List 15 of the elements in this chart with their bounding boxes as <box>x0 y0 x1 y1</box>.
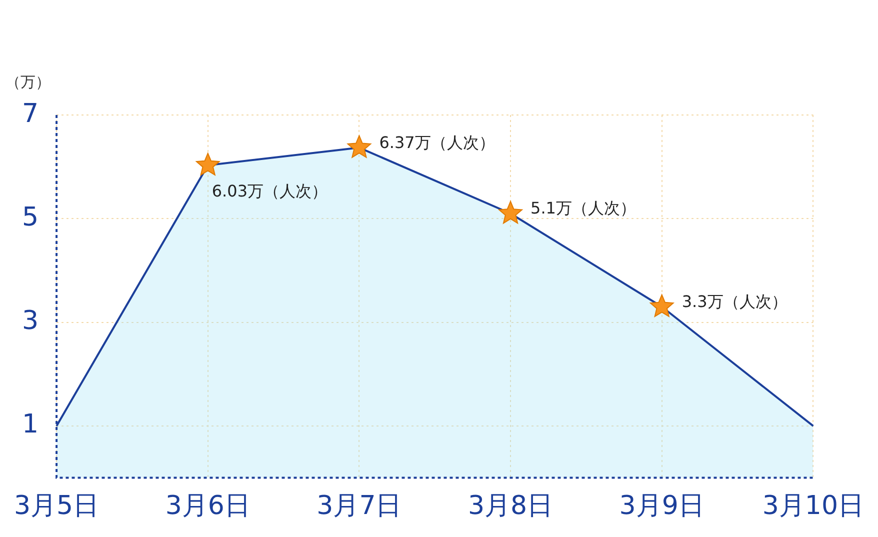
y-axis-title: （万） <box>6 72 50 91</box>
x-tick-label: 3月9日 <box>619 491 704 522</box>
x-tick-label: 3月7日 <box>316 491 402 522</box>
data-label: 6.37万（人次） <box>379 132 495 152</box>
y-tick-label: 7 <box>22 98 39 129</box>
x-tick-label: 3月6日 <box>165 491 250 522</box>
y-tick-label: 1 <box>22 410 39 440</box>
data-label: 6.03万（人次） <box>212 181 328 200</box>
data-label: 5.1万（人次） <box>530 198 636 218</box>
data-label: 3.3万（人次） <box>682 292 788 311</box>
y-tick-label: 5 <box>22 202 39 232</box>
x-tick-label: 3月8日 <box>468 491 554 522</box>
x-tick-label: 3月5日 <box>14 491 100 522</box>
y-tick-label: 3 <box>22 306 39 336</box>
x-tick-label: 3月10日 <box>762 491 864 522</box>
